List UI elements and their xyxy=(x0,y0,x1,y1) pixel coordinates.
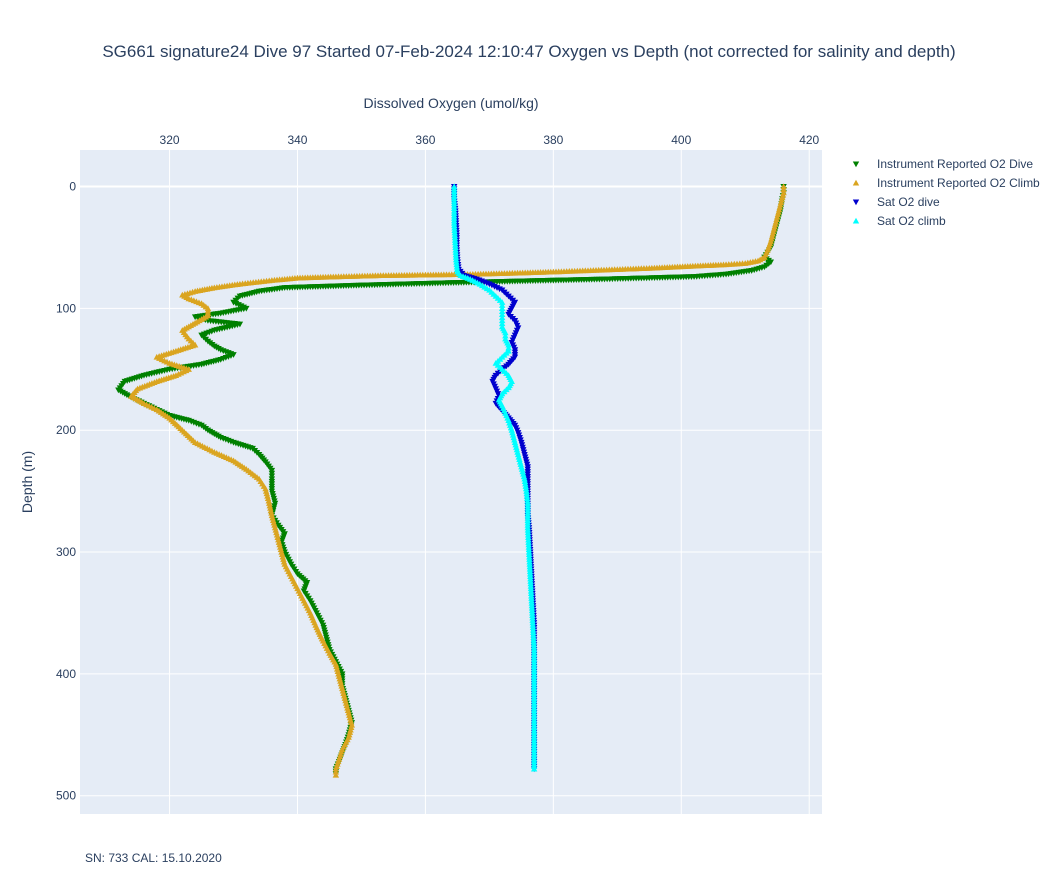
legend-item[interactable]: Instrument Reported O2 Dive xyxy=(852,157,1034,171)
legend-label: Instrument Reported O2 Dive xyxy=(877,157,1033,171)
y-tick-label: 400 xyxy=(56,667,76,681)
data-point xyxy=(780,189,787,196)
data-point xyxy=(498,308,506,314)
data-point xyxy=(780,183,787,190)
y-axis-title: Depth (m) xyxy=(19,451,35,513)
data-point xyxy=(502,335,509,342)
y-gridlines xyxy=(80,185,822,797)
data-point xyxy=(498,320,506,327)
data-point xyxy=(498,302,506,308)
x-tick-label: 340 xyxy=(287,133,307,147)
legend-marker xyxy=(852,199,860,206)
x-tick-labels: 320 340 360 380 400 420 xyxy=(160,133,820,147)
legend-item[interactable]: Sat O2 climb xyxy=(852,214,946,228)
x-axis-title: Dissolved Oxygen (umol/kg) xyxy=(363,95,538,111)
x-tick-label: 400 xyxy=(671,133,691,147)
plot-background xyxy=(80,150,822,814)
legend-label: Sat O2 climb xyxy=(877,214,946,228)
series-1 xyxy=(127,183,787,778)
legend-label: Sat O2 dive xyxy=(877,195,940,209)
data-point xyxy=(450,183,458,190)
legend-marker xyxy=(852,161,860,168)
plot-series xyxy=(115,183,787,778)
chart-title: SG661 signature24 Dive 97 Started 07-Feb… xyxy=(102,42,955,61)
data-point xyxy=(505,344,512,351)
y-tick-label: 200 xyxy=(56,423,76,437)
series-3 xyxy=(450,183,538,772)
legend-item[interactable]: Sat O2 dive xyxy=(852,195,940,209)
data-point xyxy=(498,317,506,324)
y-tick-label: 100 xyxy=(56,301,76,315)
data-point xyxy=(332,771,340,778)
data-point xyxy=(498,314,506,321)
legend-label: Instrument Reported O2 Climb xyxy=(877,176,1040,190)
data-point xyxy=(498,305,506,311)
x-tick-label: 380 xyxy=(543,133,563,147)
data-point xyxy=(332,768,340,775)
data-point xyxy=(780,186,787,193)
x-gridlines xyxy=(169,150,810,814)
data-point xyxy=(502,332,509,339)
x-tick-label: 420 xyxy=(799,133,819,147)
serial-calibration-note: SN: 733 CAL: 15.10.2020 xyxy=(85,851,222,865)
data-point xyxy=(505,347,512,354)
legend-marker xyxy=(852,217,860,224)
y-tick-label: 300 xyxy=(56,545,76,559)
x-tick-label: 360 xyxy=(415,133,435,147)
legend-item[interactable]: Instrument Reported O2 Climb xyxy=(852,176,1040,190)
data-point xyxy=(498,311,506,318)
legend-marker xyxy=(852,179,860,186)
legend[interactable]: Instrument Reported O2 Dive Instrument Re… xyxy=(852,157,1040,228)
y-tick-label: 0 xyxy=(69,180,76,194)
y-tick-label: 500 xyxy=(56,789,76,803)
data-point xyxy=(498,323,506,330)
x-tick-label: 320 xyxy=(160,133,180,147)
y-tick-labels: 0 100 200 300 400 500 xyxy=(56,180,76,803)
